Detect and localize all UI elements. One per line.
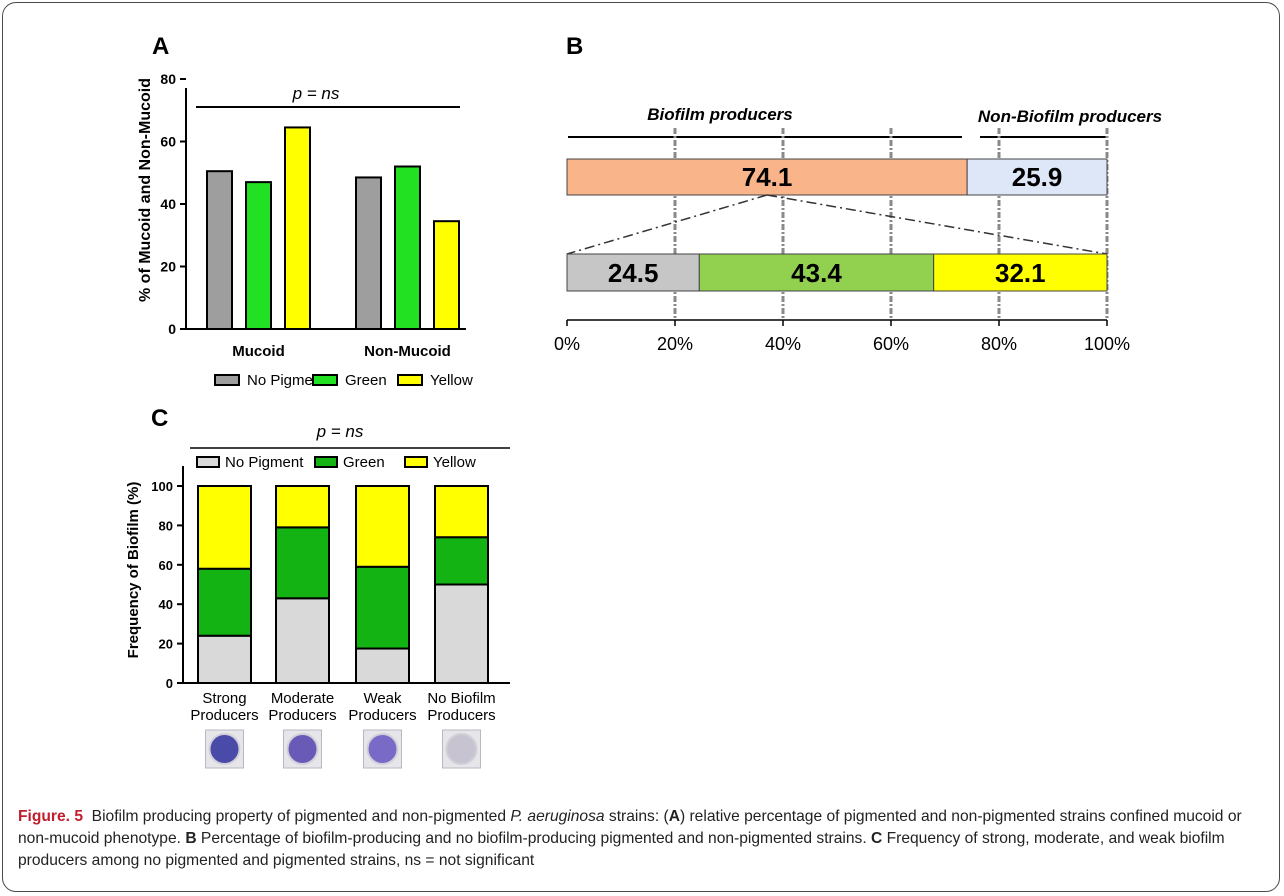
figure-caption: Figure. 5 Biofilm producing property of …	[18, 806, 1268, 872]
panel-c-label: C	[151, 405, 168, 432]
panel-c-bar-segment	[434, 485, 489, 539]
panel-c-bar-segment	[434, 536, 489, 586]
panel-c-bar-segment	[355, 485, 410, 568]
panel-a-category-label: Mucoid	[232, 343, 285, 360]
panel-b-xtick-label: 80%	[981, 334, 1017, 354]
panel-a-ytick-label: 80	[160, 71, 176, 87]
biofilm-well-stain	[445, 733, 478, 765]
panel-c-bar-segment	[275, 485, 330, 529]
panel-b-bottom-segment-label: 24.5	[608, 258, 659, 288]
caption-text-1: Biofilm producing property of pigmented …	[91, 808, 511, 825]
biofilm-well-stain	[366, 733, 399, 765]
panel-a-legend-label: Green	[345, 372, 387, 389]
panel-b-top-segment	[566, 158, 968, 196]
panel-b-bottom-segment-label: 32.1	[995, 258, 1046, 288]
panel-a-legend-swatch	[397, 374, 423, 386]
panel-a-legend-label: Yellow	[430, 372, 473, 389]
panel-c-ytick-label: 20	[159, 637, 173, 652]
caption-text-3: ) relative percentage of pigmented and n…	[18, 808, 1242, 847]
panel-c-legend-label: Green	[343, 454, 385, 471]
panel-a-ytick-label: 60	[160, 134, 176, 150]
panel-a-category-label: Non-Mucoid	[364, 343, 451, 360]
panel-c-category-label: Producers	[268, 707, 336, 724]
panel-a: A % of Mucoid and Non-Mucoid p = ns 0 20 4…	[137, 33, 473, 389]
panel-c-category-label: Weak	[363, 690, 402, 707]
panel-a-ytick-label: 20	[160, 259, 176, 275]
panel-b-bottom-segment-label: 43.4	[791, 258, 842, 288]
caption-figure-label: Figure. 5	[18, 808, 83, 825]
panel-a-label: A	[152, 33, 169, 60]
panel-c-category-label: Producers	[348, 707, 416, 724]
panel-a-bar	[433, 220, 460, 330]
panel-b-xtick-label: 20%	[657, 334, 693, 354]
caption-ref-c: C	[871, 830, 883, 847]
panel-b-xtick-label: 100%	[1084, 334, 1130, 354]
panel-a-bar	[394, 165, 421, 330]
panel-b-label: B	[566, 33, 583, 60]
caption-species: P. aeruginosa	[510, 808, 605, 825]
panel-c-significance-text: p = ns	[316, 422, 364, 441]
panel-a-ytick-label: 40	[160, 196, 176, 212]
panel-c: C p = ns Frequency of Biofilm (%) No Pig…	[125, 405, 510, 769]
panel-b-top-segment	[966, 158, 1108, 196]
panel-c-category-label: Moderate	[271, 690, 334, 707]
caption-text-2: strains: (	[604, 808, 669, 825]
panel-b-group-label-non-biofilm: Non-Biofilm producers	[978, 107, 1162, 126]
panel-b-connector-left	[566, 194, 768, 255]
panel-a-ylabel: % of Mucoid and Non-Mucoid	[137, 78, 154, 302]
panel-a-bar	[206, 170, 233, 330]
panel-b-xtick-label: 40%	[765, 334, 801, 354]
panel-c-bar-segment	[197, 634, 252, 684]
panel-c-legend-swatch	[404, 456, 428, 468]
panel-a-bar	[355, 176, 382, 330]
caption-text-4: Percentage of biofilm-producing and no b…	[196, 830, 871, 847]
panel-c-legend-swatch	[314, 456, 338, 468]
panel-c-legend-swatch	[196, 456, 220, 468]
panel-c-category-label: Strong	[202, 690, 246, 707]
figure-canvas: A % of Mucoid and Non-Mucoid p = ns 0 20 4…	[125, 33, 1162, 769]
panel-c-ytick-label: 60	[159, 558, 173, 573]
panel-b-group-label-biofilm: Biofilm producers	[647, 105, 792, 124]
panel-c-ytick-label: 40	[159, 597, 173, 612]
panel-b-bottom-segment	[566, 253, 700, 292]
panel-c-bar-segment	[355, 565, 410, 650]
caption-text-5: Frequency of strong, moderate, and weak …	[18, 830, 1225, 869]
panel-c-bar-segment	[434, 583, 489, 684]
panel-b-xtick-label: 0%	[554, 334, 580, 354]
panel-a-ytick-label: 0	[168, 321, 176, 337]
panel-b-bottom-segment	[933, 253, 1108, 292]
caption-ref-a: A	[668, 808, 680, 825]
panel-b: B Biofilm producers Non-Biofilm producer…	[554, 33, 1162, 354]
panel-c-bar-segment	[355, 647, 410, 685]
panel-c-category-label: Producers	[427, 707, 495, 724]
panel-b-top-segment-label: 74.1	[742, 162, 793, 192]
panel-c-legend-label: No Pigment	[225, 454, 304, 471]
panel-a-significance-text: p = ns	[292, 84, 340, 103]
panel-c-bar-segment	[197, 567, 252, 637]
panel-a-bar	[245, 181, 272, 330]
panel-b-bottom-segment	[698, 253, 935, 292]
panel-c-bar-segment	[275, 597, 330, 684]
panel-a-legend-label: No Pigment	[247, 372, 326, 389]
panel-c-ytick-label: 100	[151, 479, 173, 494]
panel-c-bar-segment	[275, 526, 330, 600]
panel-c-ylabel: Frequency of Biofilm (%)	[125, 482, 142, 659]
panel-a-bar	[284, 126, 311, 330]
panel-c-ytick-label: 0	[166, 676, 173, 691]
panel-b-connector-right	[766, 194, 1108, 255]
panel-c-category-label: Producers	[190, 707, 258, 724]
panel-c-bar-segment	[197, 485, 252, 570]
panel-b-top-segment-label: 25.9	[1012, 162, 1063, 192]
panel-a-legend-swatch	[312, 374, 338, 386]
panel-a-legend-swatch	[214, 374, 240, 386]
biofilm-well-stain	[208, 733, 241, 765]
panel-c-ytick-label: 80	[159, 518, 173, 533]
caption-ref-b: B	[185, 830, 197, 847]
panel-b-xtick-label: 60%	[873, 334, 909, 354]
panel-c-legend-label: Yellow	[433, 454, 476, 471]
biofilm-well-stain	[286, 733, 319, 765]
panel-c-category-label: No Biofilm	[427, 690, 495, 707]
